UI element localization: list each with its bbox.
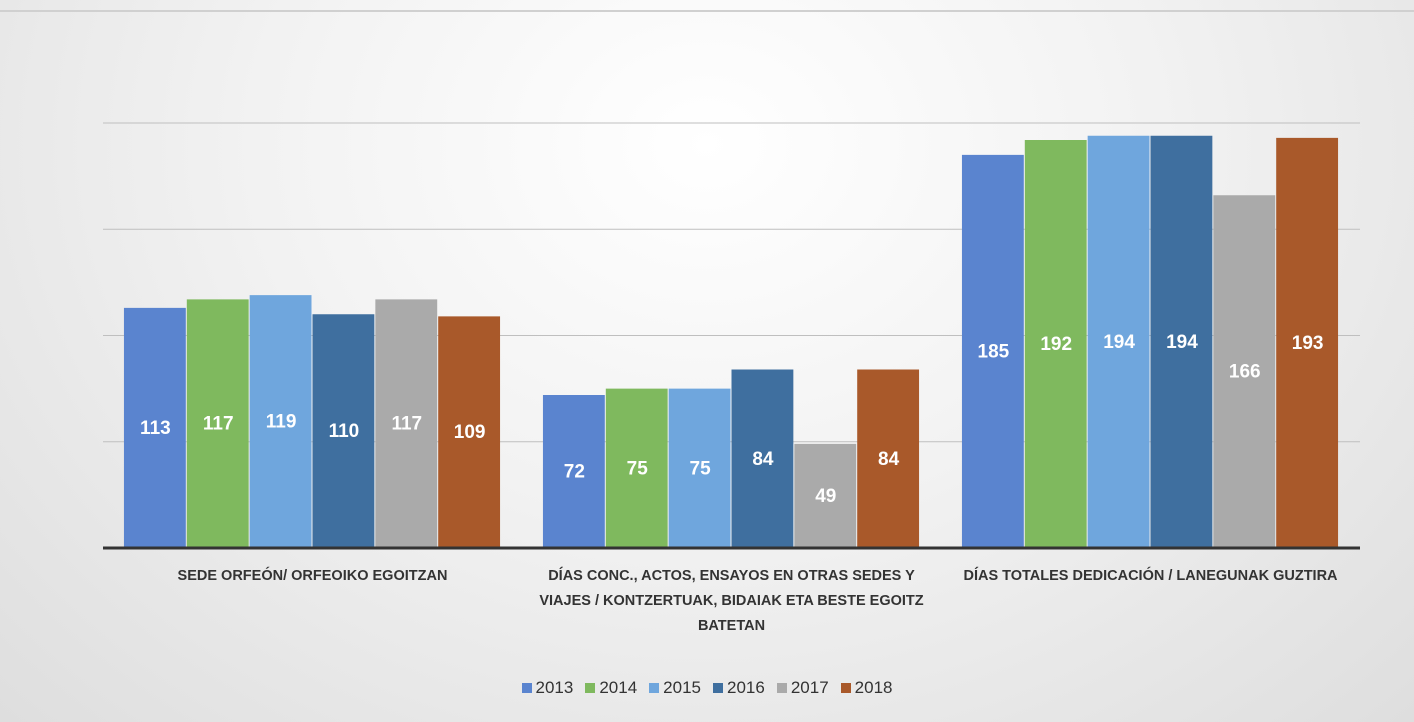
legend-label: 2017	[790, 678, 829, 697]
data-label: 109	[454, 422, 486, 443]
bar	[312, 314, 375, 548]
data-label: 194	[1166, 332, 1198, 353]
data-label: 192	[1040, 334, 1072, 355]
data-label: 72	[564, 462, 585, 483]
legend-swatch	[585, 683, 596, 693]
bar	[438, 316, 501, 548]
legend: 2013 2014 2015 2016 2017 2018	[0, 678, 1414, 698]
data-label: 166	[1229, 362, 1261, 383]
data-label: 194	[1103, 332, 1135, 353]
legend-item: 2018	[840, 678, 893, 698]
x-tick-label: DÍAS CONC., ACTOS, ENSAYOS EN OTRAS SEDE…	[539, 568, 924, 634]
data-label: 185	[978, 341, 1010, 362]
bar	[1024, 140, 1087, 548]
legend-swatch	[521, 683, 532, 693]
bar	[375, 299, 438, 548]
bar	[794, 443, 857, 548]
legend-item: 2017	[776, 678, 829, 698]
data-label: 110	[329, 421, 360, 442]
x-tick-label: DÍAS TOTALES DEDICACIÓN / LANEGUNAK GUZT…	[963, 568, 1338, 584]
legend-swatch	[840, 683, 851, 693]
bar	[1213, 195, 1276, 548]
data-label: 84	[752, 449, 774, 470]
bar	[731, 369, 794, 548]
legend-label: 2015	[663, 678, 701, 697]
legend-swatch	[776, 683, 787, 693]
bar	[668, 388, 731, 548]
legend-label: 2016	[727, 678, 765, 697]
bar	[857, 369, 920, 548]
x-tick-label: SEDE ORFEÓN/ ORFEOIKO EGOITZAN	[177, 568, 448, 584]
data-label: 75	[690, 458, 712, 479]
bar	[542, 395, 605, 548]
bar	[249, 295, 312, 548]
legend-item: 2013	[521, 678, 574, 698]
bar	[605, 388, 668, 548]
legend-label: 2014	[599, 678, 638, 697]
bar	[186, 299, 249, 548]
data-label: 193	[1292, 333, 1324, 354]
data-label: 113	[140, 418, 171, 439]
legend-label: 2018	[854, 678, 893, 697]
legend-item: 2014	[585, 678, 637, 698]
data-label: 119	[266, 412, 297, 433]
data-label: 49	[815, 486, 836, 507]
legend-label: 2013	[535, 678, 574, 697]
data-label: 117	[203, 414, 234, 435]
data-label: 84	[878, 449, 900, 470]
data-label: 117	[391, 414, 422, 435]
bar	[1087, 135, 1150, 548]
legend-item: 2016	[713, 678, 765, 698]
legend-swatch	[713, 683, 723, 693]
bar	[961, 154, 1024, 548]
data-label: 75	[627, 458, 649, 479]
bar	[123, 307, 186, 548]
bar	[1150, 135, 1213, 548]
bar	[1276, 137, 1339, 548]
legend-swatch	[649, 683, 660, 693]
legend-item: 2015	[649, 678, 701, 698]
